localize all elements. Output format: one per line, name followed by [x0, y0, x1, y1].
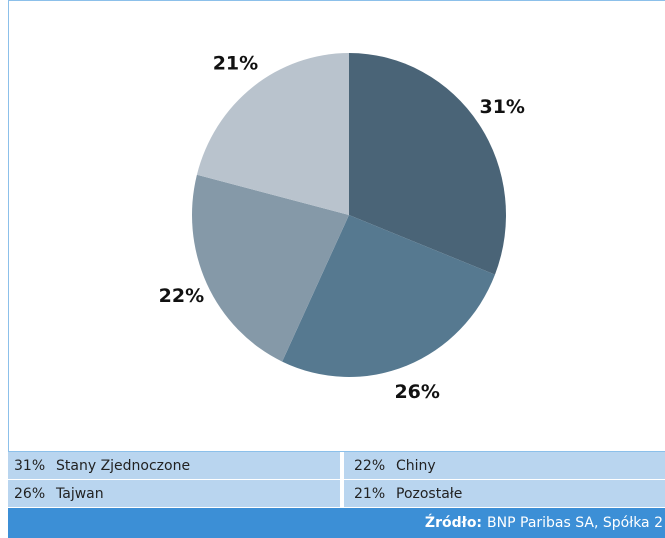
- legend-item: 21% Pozostałe: [344, 480, 665, 507]
- pie-slice: [192, 174, 349, 362]
- legend-row: 26% Tajwan 21% Pozostałe: [8, 480, 665, 507]
- pie-label: 26%: [394, 381, 439, 403]
- pie-label: 22%: [159, 285, 204, 307]
- legend-value: 22%: [354, 457, 386, 474]
- pie-slice: [349, 53, 506, 275]
- legend-label: Chiny: [396, 457, 436, 474]
- legend: 31% Stany Zjednoczone 22% Chiny 26% Tajwan 21%…: [8, 452, 665, 508]
- legend-item: 26% Tajwan: [8, 480, 340, 507]
- footer: Źródło: BNP Paribas SA, Spółka 2: [8, 508, 665, 538]
- legend-value: 21%: [354, 485, 386, 502]
- chart: 31% 26% 22% 21%: [8, 0, 665, 452]
- legend-label: Pozostałe: [396, 485, 463, 502]
- pie-label: 21%: [213, 52, 258, 74]
- legend-label: Stany Zjednoczone: [56, 457, 191, 474]
- pie-slice: [196, 53, 349, 215]
- pie-slice: [282, 215, 495, 377]
- source: BNP Paribas SA, Spółka 2: [487, 515, 663, 531]
- source-label: Źródło:: [424, 515, 483, 531]
- legend-item: 31% Stany Zjednoczone: [8, 452, 340, 479]
- legend-row: 31% Stany Zjednoczone 22% Chiny: [8, 452, 665, 479]
- legend-label: Tajwan: [56, 485, 104, 502]
- legend-value: 31%: [14, 457, 46, 474]
- pie-label: 31%: [479, 96, 524, 118]
- legend-value: 26%: [14, 485, 46, 502]
- legend-item: 22% Chiny: [344, 452, 665, 479]
